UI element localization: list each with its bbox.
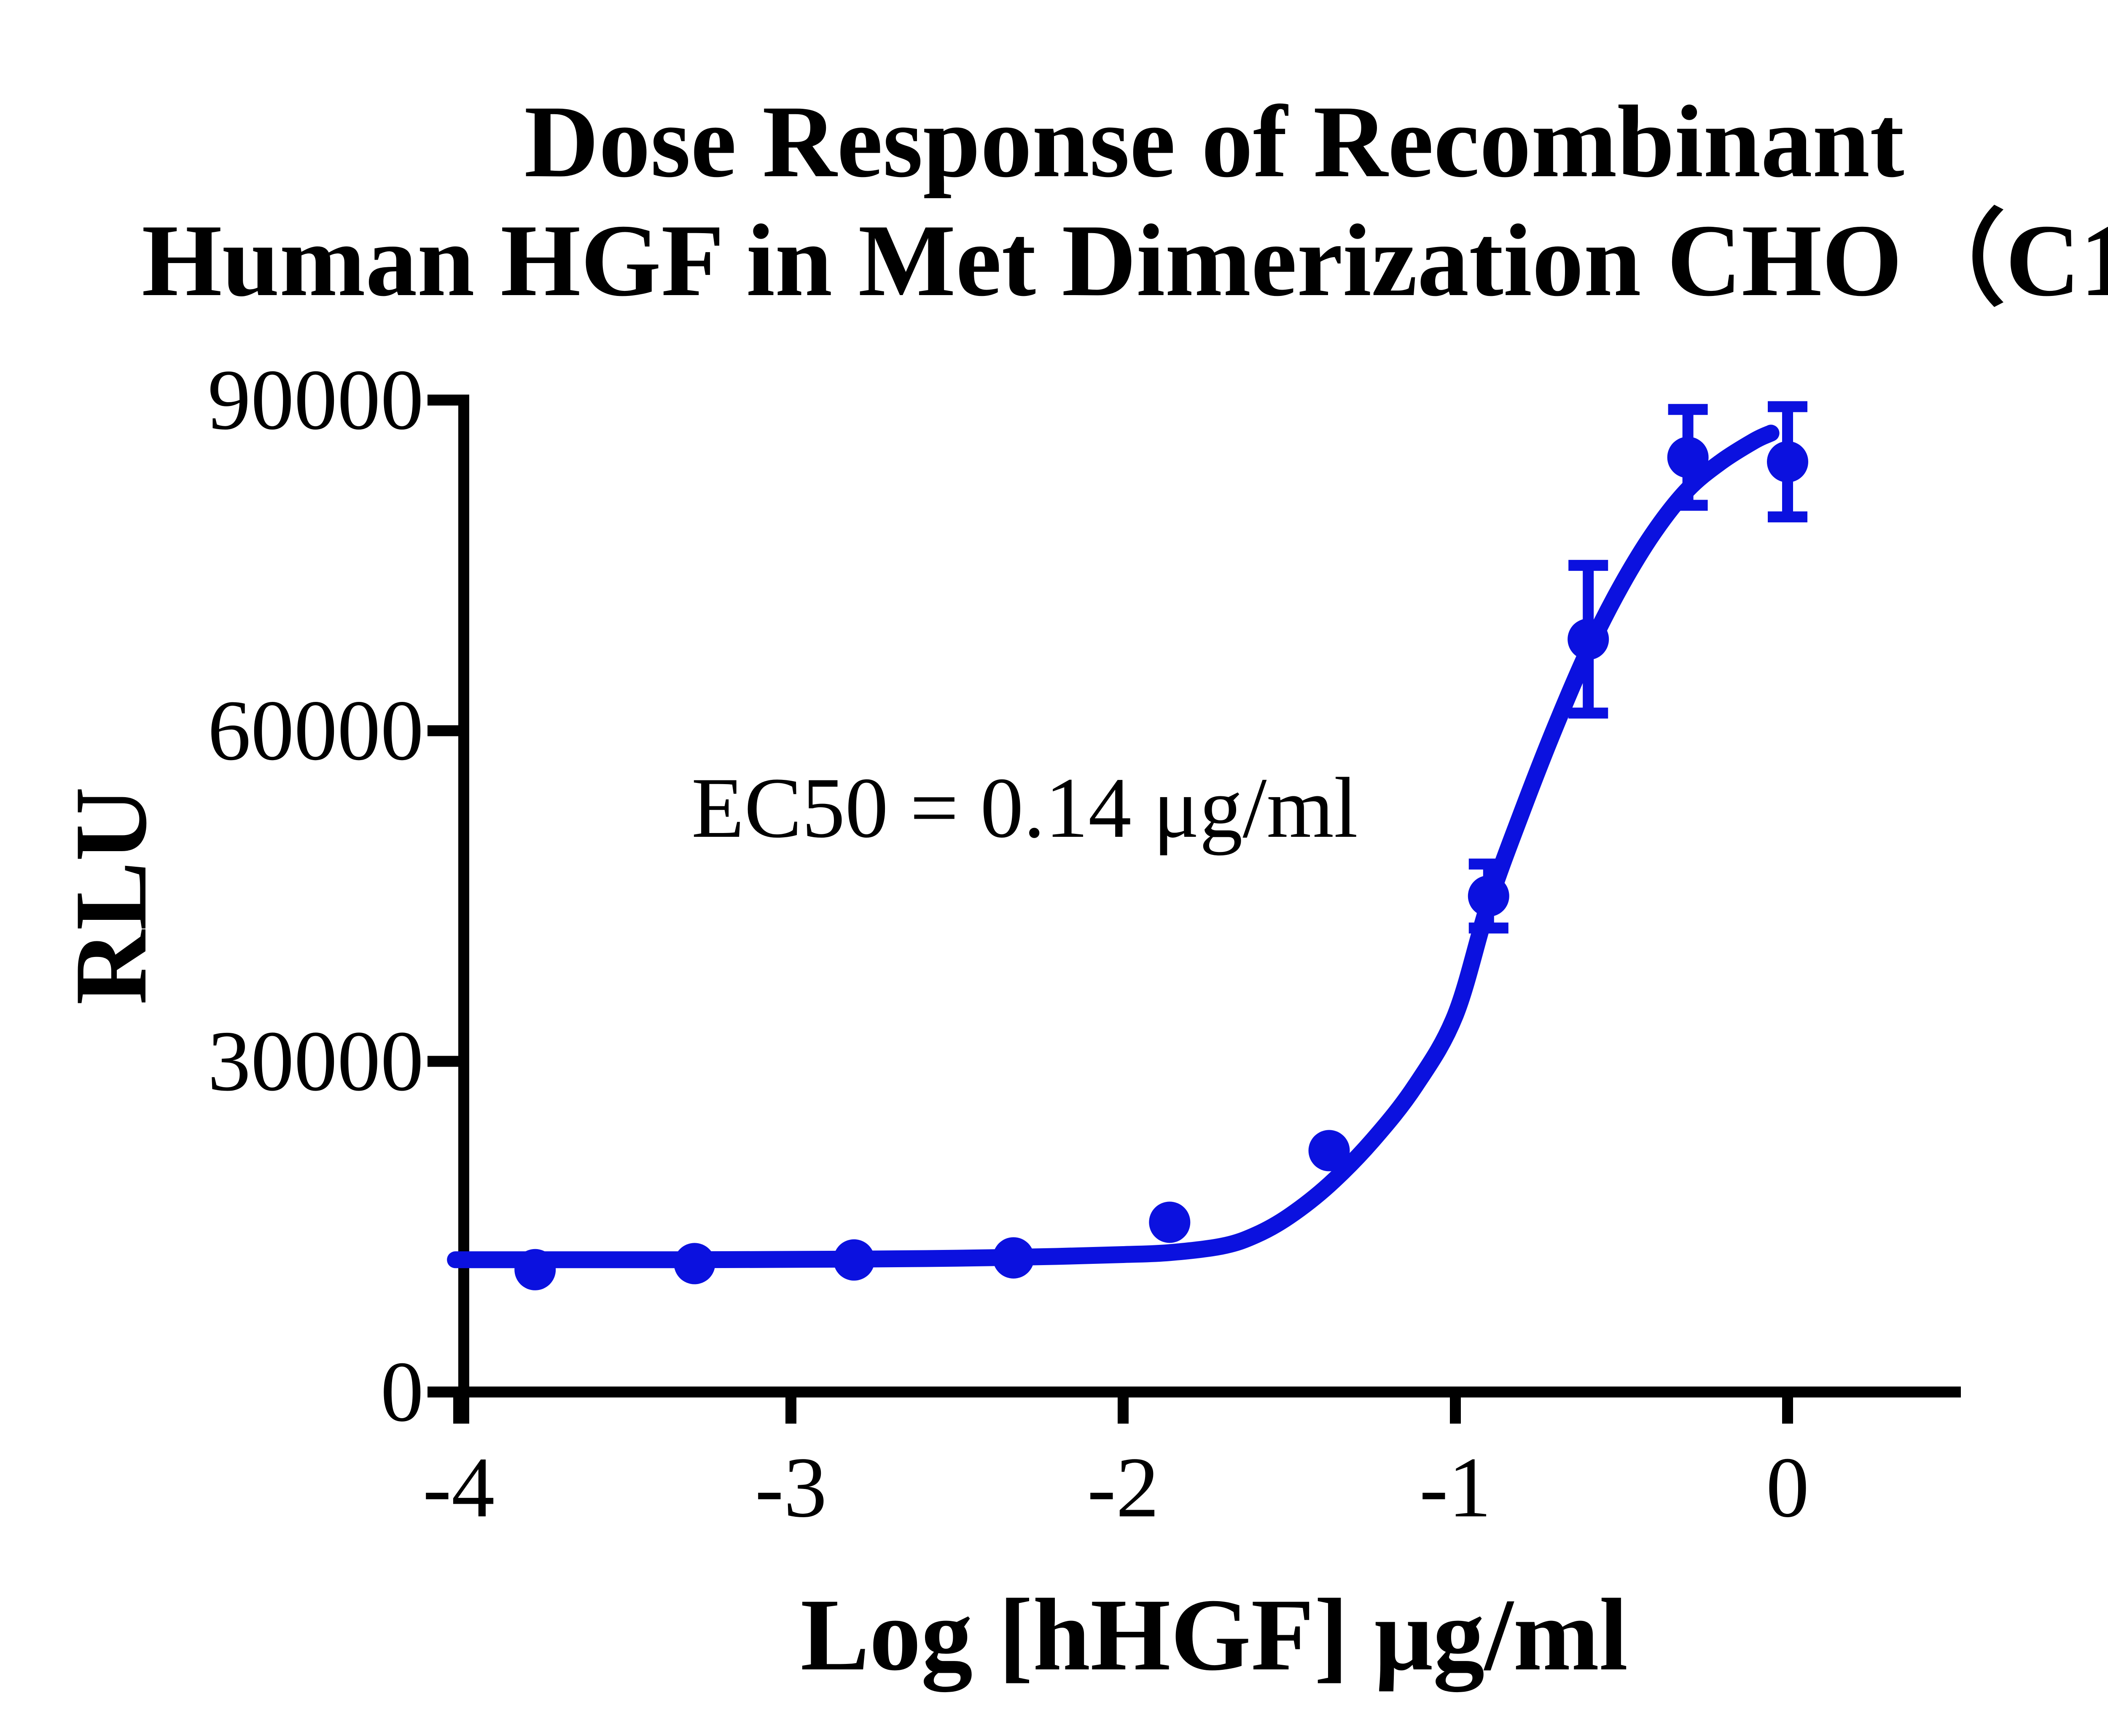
data-point xyxy=(1149,1201,1191,1243)
data-point xyxy=(1767,441,1808,483)
ec50-annotation: EC50 = 0.14 μg/ml xyxy=(691,760,1358,856)
chart-title-line1: Dose Response of Recombinant xyxy=(524,84,1904,199)
data-point xyxy=(833,1239,875,1281)
chart-title-line2: Human HGF in Met Dimerization CHO（C19） xyxy=(142,203,2108,317)
data-point xyxy=(1667,436,1709,478)
axes-layer: 0 30000 60000 90000 -4 -3 -2 -1 0 xyxy=(208,352,1961,1535)
x-tick-label: 0 xyxy=(1766,1440,1810,1535)
y-tick-label: 0 xyxy=(381,1344,424,1440)
x-tick-label: -4 xyxy=(423,1440,495,1535)
x-tick-label: -1 xyxy=(1420,1440,1492,1535)
x-tick-label: -2 xyxy=(1087,1440,1159,1535)
y-axis-title: RLU xyxy=(54,787,168,1005)
data-points-layer xyxy=(514,436,1808,1290)
data-point xyxy=(1308,1130,1350,1172)
y-tick-label: 30000 xyxy=(208,1013,424,1109)
x-tick-label: -3 xyxy=(755,1440,827,1535)
x-axis-title: Log [hHGF] μg/ml xyxy=(801,1577,1628,1692)
data-point xyxy=(674,1243,715,1285)
data-point xyxy=(1468,875,1509,917)
data-point xyxy=(514,1249,556,1290)
y-tick-label: 90000 xyxy=(208,352,424,448)
y-tick-label: 60000 xyxy=(208,683,424,778)
error-bars-layer xyxy=(1468,401,1807,934)
data-point xyxy=(992,1237,1034,1279)
data-point xyxy=(1568,618,1609,660)
